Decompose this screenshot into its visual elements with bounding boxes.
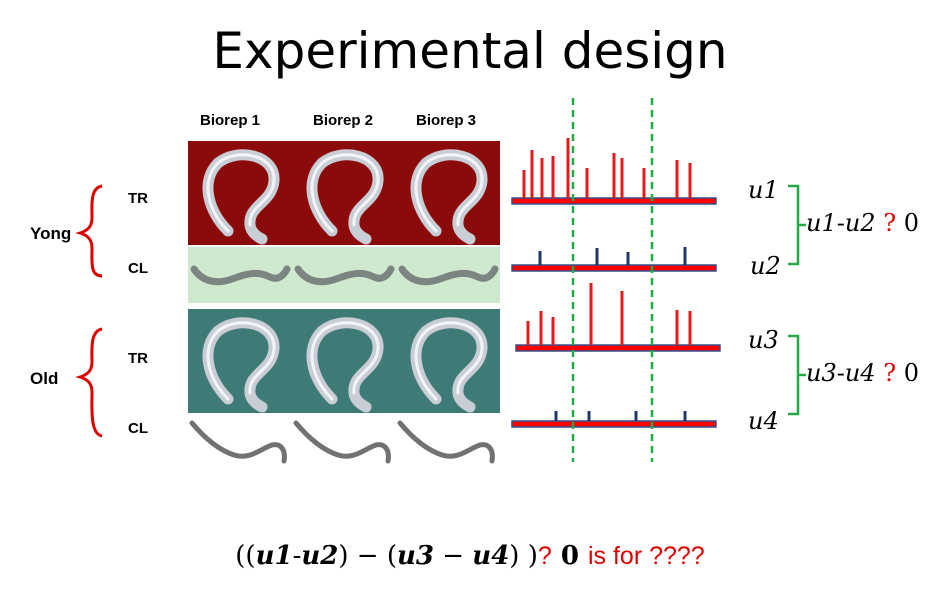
mean-label-u4: u4 <box>748 407 779 435</box>
comparison-u1-u2: u1-u2 ? 0 <box>806 209 919 237</box>
comparison-right: u4 <box>844 359 876 387</box>
comparison-sep: - <box>836 209 845 237</box>
comparison-value: 0 <box>903 209 920 237</box>
comparison-u3-u4: u3-u4 ? 0 <box>806 359 919 387</box>
col-label-biorep-3: Biorep 3 <box>416 112 477 129</box>
mean-label-u2: u2 <box>750 252 781 280</box>
row-label-young-cl: CL <box>128 260 148 277</box>
comparison-left: u1 <box>806 209 837 237</box>
formula-mid: ) − ( <box>338 541 397 571</box>
bracket-u1-u2 <box>788 184 806 266</box>
worm-image-old-tr-rep1 <box>188 309 292 413</box>
formula-zero: 0 <box>551 541 588 571</box>
track-baseline <box>511 197 717 205</box>
worm-image-young-cl-rep3 <box>396 247 500 303</box>
comparison-value: 0 <box>903 359 920 387</box>
worm-image-old-tr-rep3 <box>396 309 500 413</box>
worm-image-young-tr-rep3 <box>396 141 500 245</box>
comparison-op: ? <box>883 359 897 387</box>
mean-label-u3: u3 <box>748 326 779 354</box>
worm-image-young-cl-rep1 <box>188 247 292 303</box>
row-label-old-cl: CL <box>128 420 148 437</box>
track-u3 <box>515 283 721 352</box>
worm-image-young-tr-rep1 <box>188 141 292 245</box>
formula-dash: - <box>292 541 302 571</box>
comparison-left: u3 <box>806 359 837 387</box>
worm-image-old-tr-rep2 <box>292 309 396 413</box>
formula-minus: − <box>433 541 473 571</box>
formula-u4: u4 <box>472 541 510 571</box>
track-u1 <box>511 138 717 205</box>
mean-label-u1: u1 <box>748 176 779 204</box>
track-u4 <box>511 411 717 428</box>
worm-image-old-cl-rep2 <box>292 415 396 475</box>
row-label-young-tr: TR <box>128 190 148 207</box>
brace-young <box>75 184 103 278</box>
bracket-u3-u4 <box>788 334 806 416</box>
formula-close: ) ) <box>509 541 538 571</box>
formula-open: (( <box>235 541 256 571</box>
worm-image-old-cl-rep1 <box>188 415 292 475</box>
comparison-right: u2 <box>844 209 876 237</box>
group-label-young: Yong <box>30 224 72 243</box>
col-label-biorep-1: Biorep 1 <box>200 112 261 129</box>
worm-image-old-cl-rep3 <box>396 415 500 475</box>
formula-u3: u3 <box>396 541 434 571</box>
comparison-op: ? <box>883 209 897 237</box>
track-baseline <box>511 420 717 428</box>
row-label-old-tr: TR <box>128 350 148 367</box>
worm-image-young-tr-rep2 <box>292 141 396 245</box>
worm-image-young-cl-rep2 <box>292 247 396 303</box>
track-baseline <box>511 264 717 272</box>
formula-u2: u2 <box>301 541 339 571</box>
col-label-biorep-2: Biorep 2 <box>313 112 374 129</box>
track-u2 <box>511 247 717 272</box>
group-label-old: Old <box>30 369 59 388</box>
comparison-sep: - <box>836 359 845 387</box>
formula-tail: is for ???? <box>587 542 705 570</box>
interaction-formula: ((u1-u2) − (u3 − u4) )? 0 is for ???? <box>0 541 940 571</box>
formula-question: ? <box>537 542 552 570</box>
formula-u1: u1 <box>255 541 293 571</box>
slide-title: Experimental design <box>212 22 728 80</box>
brace-old <box>75 327 103 438</box>
track-baseline <box>515 344 721 352</box>
